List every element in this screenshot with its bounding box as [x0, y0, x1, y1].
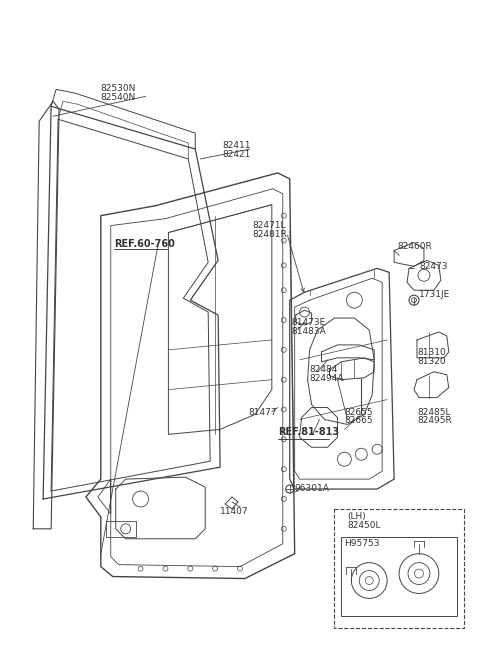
- Bar: [341, 537, 457, 616]
- Text: 81320: 81320: [417, 357, 445, 366]
- Text: H95753: H95753: [344, 539, 380, 548]
- Text: 82473: 82473: [419, 263, 447, 271]
- Text: 82471L: 82471L: [252, 221, 286, 230]
- Text: (LH): (LH): [348, 512, 366, 521]
- Text: 82450L: 82450L: [348, 521, 381, 530]
- Text: 81477: 81477: [248, 407, 276, 417]
- Text: 82494A: 82494A: [310, 374, 344, 383]
- Text: 82655: 82655: [344, 407, 373, 417]
- Text: 96301A: 96301A: [295, 484, 330, 493]
- Text: 82421: 82421: [222, 150, 251, 159]
- Text: 81310: 81310: [417, 348, 446, 357]
- Text: 11407: 11407: [220, 507, 249, 516]
- Text: 82460R: 82460R: [397, 242, 432, 252]
- Text: 82481R: 82481R: [252, 229, 287, 238]
- Text: REF.60-760: REF.60-760: [114, 238, 175, 248]
- Text: 82411: 82411: [222, 141, 251, 150]
- Text: 82484: 82484: [310, 365, 338, 374]
- Text: 1731JE: 1731JE: [419, 290, 450, 299]
- Text: 82540N: 82540N: [101, 94, 136, 102]
- Text: REF.81-813: REF.81-813: [278, 428, 339, 438]
- Text: 81473E: 81473E: [292, 318, 326, 327]
- Text: 82665: 82665: [344, 417, 373, 426]
- Text: 82485L: 82485L: [417, 407, 450, 417]
- Text: 81483A: 81483A: [292, 327, 326, 336]
- Text: 82530N: 82530N: [101, 84, 136, 94]
- Text: 82495R: 82495R: [417, 417, 452, 426]
- Bar: [335, 509, 464, 628]
